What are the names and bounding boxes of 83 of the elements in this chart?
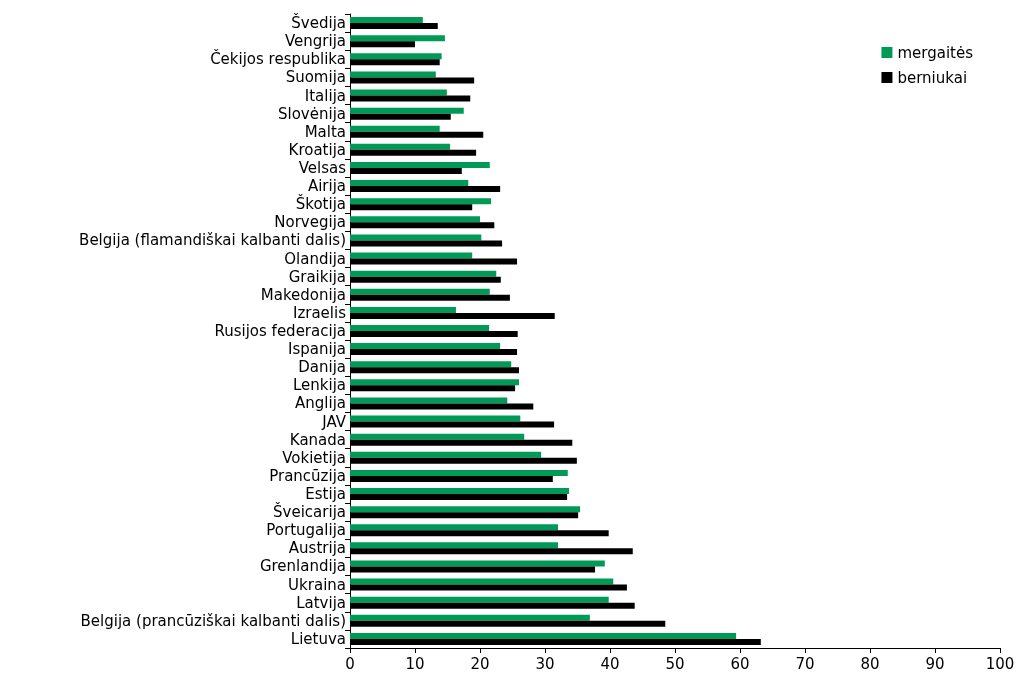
bar (350, 524, 558, 531)
bar (350, 89, 447, 96)
bar (350, 578, 614, 585)
bar (350, 198, 492, 205)
y-tick-label: Lietuva (290, 629, 346, 648)
y-tick-label: Prancūzija (269, 466, 346, 485)
legend-label: mergaitės (897, 43, 974, 62)
y-tick-label: Izraelis (292, 303, 347, 322)
bar (350, 560, 605, 567)
bar (350, 125, 440, 132)
y-tick-label: Vokietija (282, 448, 346, 467)
x-tick-label: 30 (535, 654, 555, 673)
bar (350, 614, 590, 621)
y-tick-label: Kroatija (288, 140, 346, 159)
bar (350, 632, 737, 639)
x-tick-label: 20 (470, 654, 490, 673)
bar (350, 397, 508, 404)
y-tick-label: Makedonija (260, 285, 346, 304)
bar (350, 270, 497, 277)
y-tick-label: Malta (304, 122, 346, 141)
bar (350, 343, 501, 350)
y-tick-label: Lenkija (292, 376, 346, 395)
bar (350, 71, 436, 78)
bar (350, 596, 609, 603)
y-tick-label: Kanada (289, 430, 346, 449)
y-tick-label: Anglija (295, 394, 346, 413)
y-tick-label: Rusijos federacija (214, 322, 346, 340)
bar (350, 17, 423, 24)
y-tick-label: Šveicarija (273, 502, 346, 522)
bar (350, 451, 542, 458)
y-tick-label: Čekijos respublika (210, 49, 346, 69)
x-tick-label: 90 (925, 654, 945, 673)
y-tick-label: Slovėnija (277, 104, 346, 123)
bar (350, 216, 480, 223)
bar (350, 542, 558, 549)
y-tick-label: Norvegija (274, 213, 346, 232)
bar (350, 234, 482, 241)
y-tick-label: Suomija (285, 68, 346, 87)
x-tick-label: 10 (405, 654, 425, 673)
legend-label: berniukai (897, 68, 968, 87)
bar (350, 433, 525, 440)
bar (350, 306, 456, 313)
x-tick-label: 50 (665, 654, 685, 673)
y-tick-label: Olandija (284, 249, 346, 268)
y-tick-label: JAV (321, 412, 347, 431)
bar (350, 107, 464, 114)
y-tick-label: Vengrija (284, 32, 346, 51)
y-tick-label: Belgija (flamandiškai kalbanti dalis) (79, 231, 346, 250)
bar (350, 506, 581, 513)
bar (350, 180, 469, 187)
y-tick-label: Austrija (288, 539, 346, 558)
x-tick-label: 40 (600, 654, 620, 673)
bar (350, 35, 445, 42)
y-tick-label: Švedija (291, 13, 346, 33)
x-tick-label: 0 (345, 654, 355, 673)
y-tick-label: Grenlandija (259, 557, 346, 576)
bar (350, 325, 490, 331)
bar (350, 415, 521, 422)
y-tick-label: Danija (298, 358, 346, 377)
y-tick-label: Belgija (prancūziškai kalbanti dalis) (80, 611, 346, 630)
bar (350, 288, 490, 295)
y-tick-label: Portugalija (266, 521, 346, 540)
y-tick-label: Ukraina (288, 575, 346, 594)
bar (350, 252, 473, 259)
bar (350, 161, 490, 168)
bar (350, 469, 568, 476)
bar (350, 143, 451, 150)
bar (350, 53, 442, 60)
y-tick-label: Graikija (288, 267, 346, 286)
x-tick-label: 80 (860, 654, 880, 673)
y-tick-label: Ispanija (288, 340, 346, 359)
y-tick-label: Latvija (296, 593, 346, 612)
y-tick-label: Italija (304, 86, 346, 105)
bar (350, 379, 519, 386)
x-tick-label: 60 (730, 654, 750, 673)
y-tick-label: Velsas (298, 158, 347, 177)
bar (350, 488, 570, 495)
y-tick-label: Škotija (295, 194, 346, 214)
y-tick-label: Airija (307, 177, 346, 196)
x-tick-label: 70 (795, 654, 815, 673)
bar (350, 361, 512, 368)
y-tick-label: Estija (305, 485, 346, 504)
x-tick-label: 100 (985, 654, 1015, 673)
